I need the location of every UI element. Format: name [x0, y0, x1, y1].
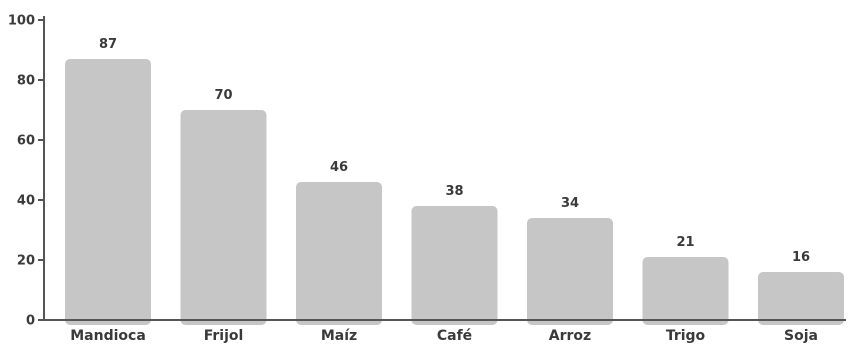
bar-value-label: 87	[99, 37, 117, 52]
x-axis: Mandioca Frijol Maíz Café Arroz Trigo Soja	[38, 319, 846, 344]
bar-value-label: 21	[676, 235, 694, 250]
bar	[411, 206, 498, 325]
y-tick-label: 100	[8, 14, 35, 29]
bar	[527, 218, 613, 325]
y-tick-label: 60	[17, 134, 35, 149]
x-category-label: Mandioca	[70, 328, 146, 344]
x-category-label: Trigo	[666, 328, 706, 344]
bar-value-label: 34	[561, 196, 579, 211]
bar-value-label: 46	[330, 160, 348, 175]
bar	[758, 272, 844, 325]
y-tick-label: 0	[26, 314, 35, 329]
bar-value-label: 16	[792, 250, 810, 265]
x-category-label: Café	[437, 328, 472, 344]
bar-value-label: 70	[214, 88, 232, 103]
bar	[180, 110, 267, 325]
bar	[65, 59, 151, 325]
x-category-label: Frijol	[204, 328, 244, 344]
y-tick-label: 40	[17, 194, 35, 209]
bars: 87 70 46 38 34 21 16	[65, 37, 844, 325]
x-category-label: Maíz	[321, 328, 357, 344]
bar	[296, 182, 382, 325]
y-axis: 0 20 40 60 80 100	[8, 14, 45, 329]
bar	[642, 257, 729, 325]
x-category-label: Arroz	[549, 328, 591, 344]
y-tick-label: 80	[17, 74, 35, 89]
bar-value-label: 38	[445, 184, 463, 199]
x-category-label: Soja	[784, 328, 818, 344]
y-tick-label: 20	[17, 254, 35, 269]
